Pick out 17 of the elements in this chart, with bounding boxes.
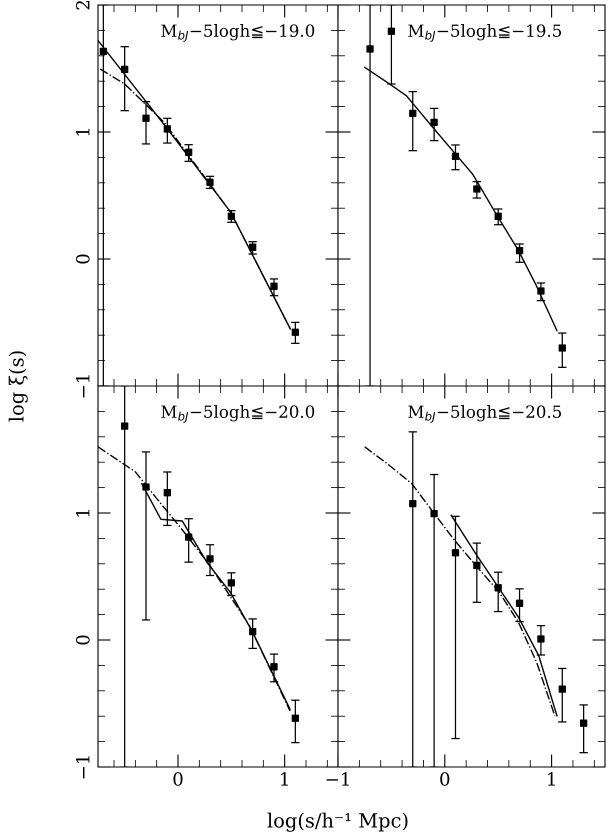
- x-axis-title: log(s/h⁻¹ Mpc): [268, 812, 408, 832]
- x-tick-label: 0: [440, 772, 450, 786]
- annotation: M$_{bJ}$−5logh≦−20.5: [408, 405, 562, 423]
- x-tick-label: −1: [326, 772, 349, 786]
- y-tick-label: 0: [76, 635, 90, 645]
- annotation: M$_{bJ}$−5logh≦−19.0: [161, 24, 314, 42]
- y-axis-title: log ξ(s): [8, 351, 28, 422]
- y-tick-label: −1: [76, 375, 90, 398]
- y-tick-label: 0: [76, 254, 90, 264]
- x-tick-label: 1: [281, 772, 288, 786]
- y-tick-label: 1: [76, 510, 90, 517]
- x-tick-label: 0: [173, 772, 183, 786]
- y-tick-label: 2: [76, 1, 90, 10]
- x-tick-label: 1: [548, 772, 555, 786]
- y-tick-label: 1: [76, 128, 90, 136]
- annotation: M$_{bJ}$−5logh≦−20.0: [161, 405, 314, 423]
- annotation: M$_{bJ}$−5logh≦−19.5: [408, 24, 562, 42]
